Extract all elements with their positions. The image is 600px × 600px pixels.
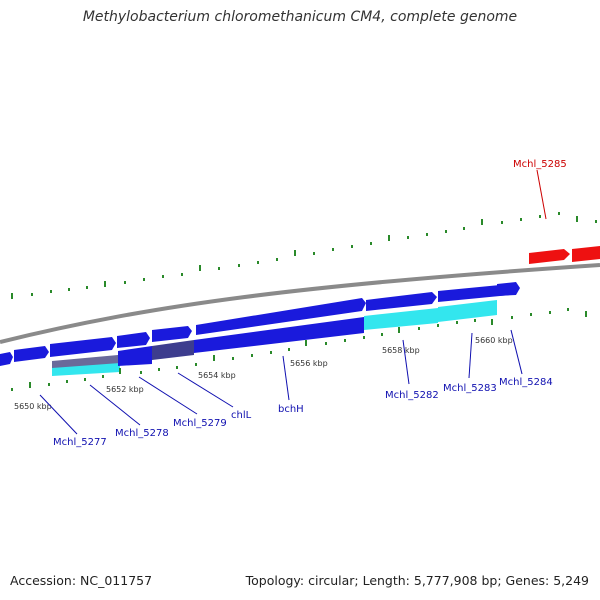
tick-label: 5654 kbp bbox=[198, 371, 236, 380]
genome-summary: Topology: circular; Length: 5,777,908 bp… bbox=[245, 573, 589, 588]
forward-strand-row-2 bbox=[52, 300, 497, 376]
gene-labels: Mchl_5277 Mchl_5278 Mchl_5279 chlL bchH … bbox=[53, 159, 567, 448]
map-title: Methylobacterium chloromethanicum CM4, c… bbox=[82, 9, 518, 25]
reverse-strand-genes bbox=[529, 246, 600, 264]
gene-label-mchl-5283[interactable]: Mchl_5283 bbox=[443, 383, 497, 394]
gene-label-chll[interactable]: chlL bbox=[231, 410, 252, 421]
outer-tick-row bbox=[11, 212, 597, 299]
forward-strand-row-1 bbox=[0, 282, 520, 366]
tick-label: 5660 kbp bbox=[475, 336, 513, 345]
gene-mchl-5285-block[interactable] bbox=[529, 249, 570, 264]
gene-label-mchl-5279[interactable]: Mchl_5279 bbox=[173, 418, 227, 429]
gene-label-mchl-5278[interactable]: Mchl_5278 bbox=[115, 428, 169, 439]
gene-label-bchh[interactable]: bchH bbox=[278, 404, 304, 415]
tick-label: 5652 kbp bbox=[106, 385, 144, 394]
tick-label: 5656 kbp bbox=[290, 359, 328, 368]
tick-label: 5650 kbp bbox=[14, 402, 52, 411]
inner-tick-row bbox=[11, 308, 587, 391]
gene-leader-lines bbox=[39, 169, 547, 435]
genome-backbone bbox=[0, 263, 600, 344]
tick-label: 5658 kbp bbox=[382, 346, 420, 355]
gene-label-mchl-5284[interactable]: Mchl_5284 bbox=[499, 377, 553, 388]
gene-label-mchl-5282[interactable]: Mchl_5282 bbox=[385, 390, 439, 401]
gene-label-mchl-5277[interactable]: Mchl_5277 bbox=[53, 437, 107, 448]
gene-label-mchl-5285[interactable]: Mchl_5285 bbox=[513, 159, 567, 170]
accession-label: Accession: NC_011757 bbox=[10, 573, 153, 588]
tick-labels: 5650 kbp 5652 kbp 5654 kbp 5656 kbp 5658… bbox=[14, 336, 513, 411]
